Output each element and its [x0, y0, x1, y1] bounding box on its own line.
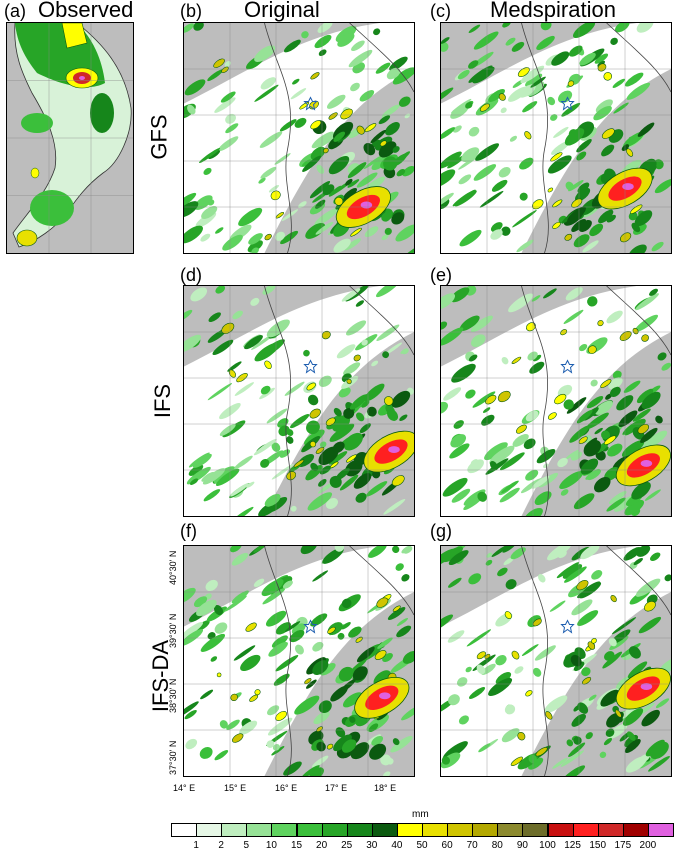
colorbar-swatch: [396, 823, 423, 837]
x-tick-label: 18° E: [374, 783, 397, 793]
colorbar-tick-label: 200: [639, 840, 657, 851]
colorbar-tick-labels: 1 2 5 10 15 20 25 30 40 50 60 70 80 90 100 125 150 175 200: [171, 840, 673, 852]
colorbar-tick-label: 40: [391, 840, 403, 851]
colorbar-swatch: [547, 823, 574, 837]
colorbar-tick-label: 30: [366, 840, 378, 851]
precip-field: [184, 546, 414, 776]
colorbar-tick-label: 60: [441, 840, 453, 851]
colorbar-tick-label: 10: [265, 840, 277, 851]
precip-field: [184, 286, 414, 516]
colorbar: [171, 823, 674, 837]
column-title-observed: Observed: [38, 0, 134, 22]
colorbar-tick-label: 100: [539, 840, 556, 851]
precip-field: [441, 546, 671, 776]
map-gfs-medspiration: [440, 22, 672, 254]
precip-field: [184, 23, 414, 253]
colorbar-tick-label: 15: [290, 840, 303, 851]
map-ifs-da-medspiration: [440, 545, 672, 777]
colorbar-swatch: [196, 823, 223, 837]
colorbar-swatch: [346, 823, 373, 837]
y-tick-label: 39°30' N: [168, 613, 178, 648]
colorbar-swatch: [371, 823, 398, 837]
colorbar-swatch: [246, 823, 273, 837]
panel-label-c: (c): [430, 1, 451, 21]
colorbar-swatch: [497, 823, 524, 837]
map-ifs-da-original: [183, 545, 415, 777]
colorbar-swatch: [296, 823, 323, 837]
colorbar-unit: mm: [412, 809, 429, 820]
column-title-original: Original: [244, 0, 320, 22]
y-tick-label: 40°30' N: [168, 550, 178, 585]
colorbar-swatch: [472, 823, 499, 837]
x-tick-label: 14° E: [173, 783, 196, 793]
colorbar-swatch: [321, 823, 348, 837]
colorbar-tick-label: 125: [564, 840, 581, 851]
y-tick-label: 38°30' N: [168, 678, 178, 713]
precip-field: [441, 23, 671, 253]
colorbar-swatch: [221, 823, 248, 837]
panel-label-d: (d): [180, 265, 202, 285]
column-title-medspiration: Medspiration: [490, 0, 616, 22]
row-title-gfs: GFS: [146, 114, 172, 160]
map-observed: [6, 22, 134, 254]
map-gfs-original: [183, 22, 415, 254]
colorbar-swatch: [271, 823, 298, 837]
colorbar-tick-label: 80: [491, 840, 503, 851]
colorbar-swatch: [647, 823, 674, 837]
map-ifs-medspiration: [440, 285, 672, 517]
colorbar-tick-label: 175: [614, 840, 632, 851]
colorbar-tick-label: 20: [316, 840, 328, 851]
panel-label-g: (g): [430, 521, 452, 541]
colorbar-tick-label: 1: [193, 840, 199, 851]
x-tick-label: 17° E: [325, 783, 348, 793]
colorbar-swatch: [622, 823, 649, 837]
row-title-ifs: IFS: [150, 383, 176, 419]
y-tick-label: 37°30' N: [168, 740, 178, 775]
panel-label-f: (f): [180, 521, 197, 541]
colorbar-swatch: [522, 823, 549, 837]
colorbar-tick-label: 90: [516, 840, 528, 851]
x-tick-label: 16° E: [275, 783, 298, 793]
colorbar-tick-label: 25: [341, 840, 353, 851]
map-ifs-original: [183, 285, 415, 517]
precip-field: [7, 23, 133, 253]
panel-label-b: (b): [180, 1, 202, 21]
panel-label-e: (e): [430, 265, 452, 285]
panel-label-a: (a): [4, 1, 26, 21]
precip-field: [441, 286, 671, 516]
colorbar-tick-label: 150: [589, 840, 607, 851]
colorbar-tick-label: 50: [416, 840, 428, 851]
colorbar-swatch: [422, 823, 449, 837]
colorbar-swatch: [171, 823, 198, 837]
x-tick-label: 15° E: [224, 783, 247, 793]
colorbar-swatch: [572, 823, 599, 837]
colorbar-tick-label: 5: [243, 840, 250, 851]
colorbar-swatch: [597, 823, 624, 837]
colorbar-swatch: [447, 823, 474, 837]
colorbar-tick-label: 2: [218, 840, 224, 851]
colorbar-tick-label: 70: [466, 840, 478, 851]
